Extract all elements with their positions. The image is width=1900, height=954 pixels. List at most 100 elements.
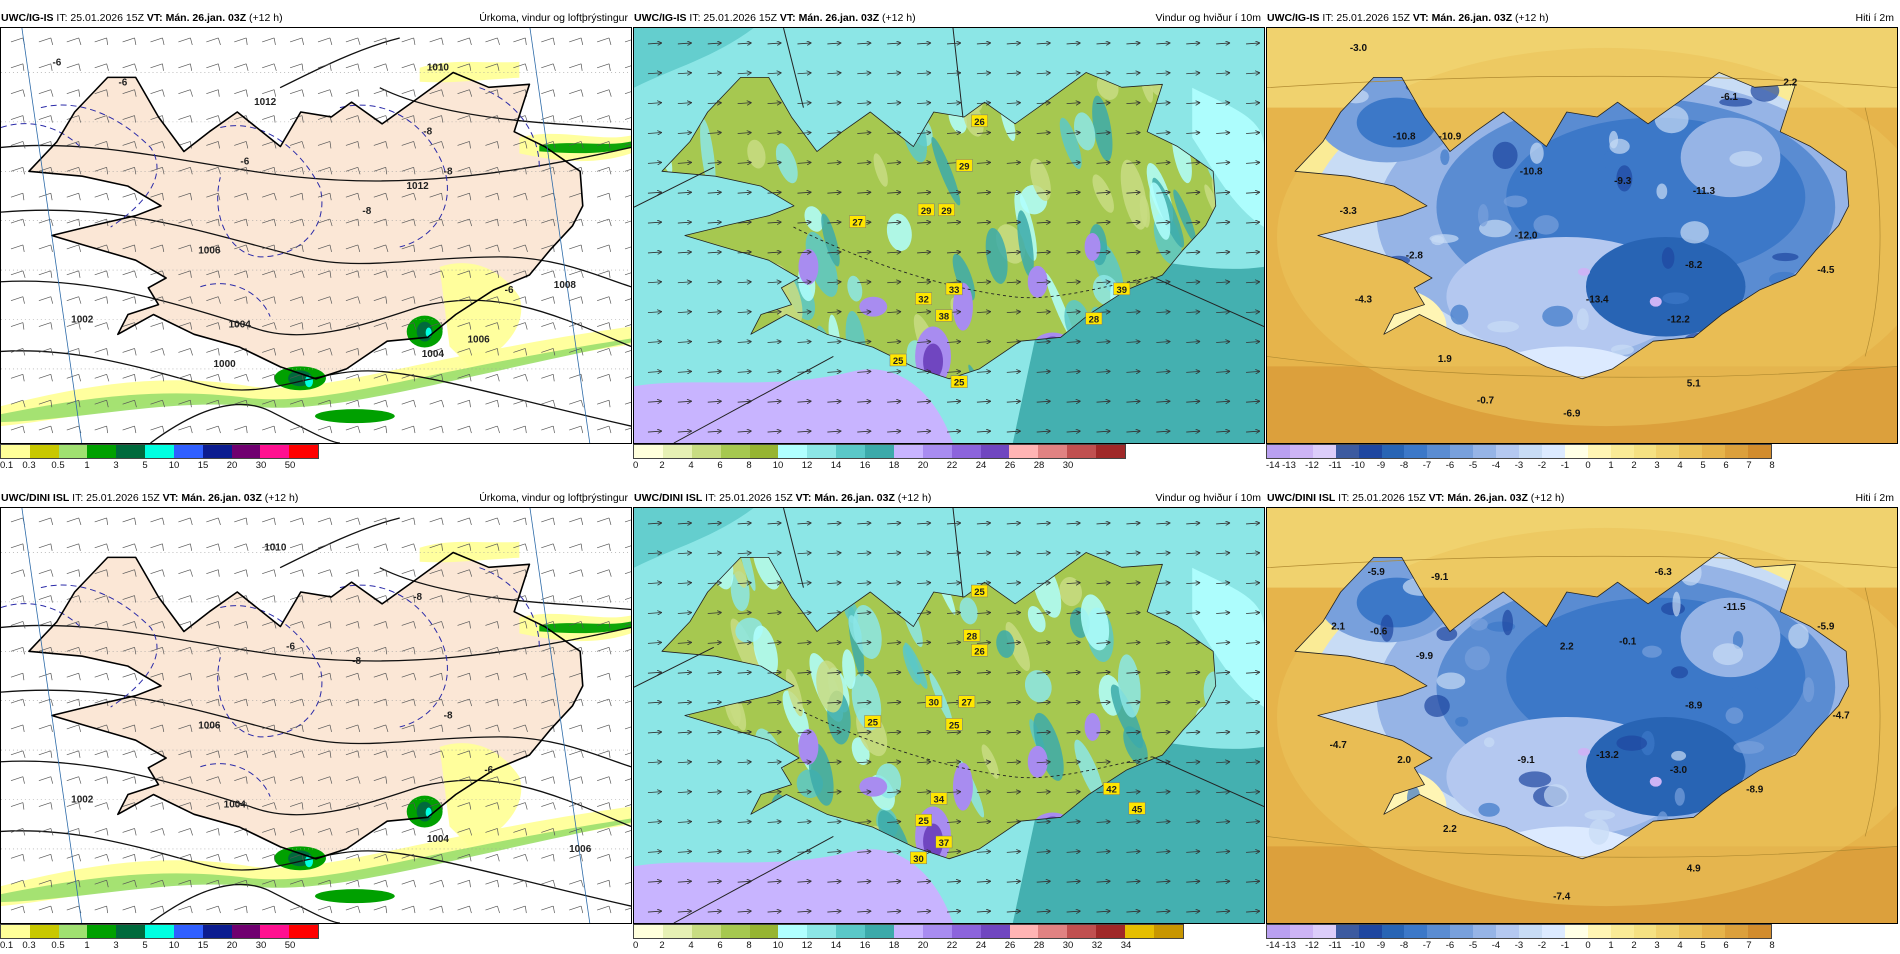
temperature-label: -5.9 — [1817, 622, 1835, 633]
gust-label: 27 — [958, 695, 976, 709]
colorbar-tick-label: -6 — [1445, 460, 1455, 471]
gust-label: 30 — [910, 851, 927, 865]
colorbar-swatch — [1679, 925, 1703, 938]
temperature-label: -8.9 — [1746, 785, 1764, 796]
colorbar-swatch — [260, 925, 290, 938]
svg-text:-3.0: -3.0 — [1350, 43, 1368, 54]
gust-label: 45 — [1128, 802, 1146, 815]
gust-label: 32 — [915, 292, 933, 306]
colorbar-tick-label: -14 — [1266, 460, 1280, 471]
colorbar-swatch — [173, 445, 203, 458]
svg-text:1004: 1004 — [427, 834, 450, 845]
contour-label: -8 — [444, 710, 453, 721]
precip-band — [419, 541, 520, 563]
contour-label: -6 — [505, 285, 514, 296]
svg-text:1004: 1004 — [224, 799, 247, 810]
colorbar-tick-label: -5 — [1468, 940, 1478, 951]
colorbar-swatch — [1656, 445, 1680, 458]
colorbar-swatch — [1038, 925, 1068, 938]
valid-time: VT: Mán. 26.jan. 03Z — [779, 12, 880, 24]
colorbar-swatch — [145, 925, 174, 938]
gust-label: 39 — [1113, 282, 1131, 296]
svg-text:-0.6: -0.6 — [1370, 626, 1388, 637]
contour-label: -6 — [484, 765, 493, 776]
colorbar-tick-label: 4 — [1677, 460, 1683, 471]
coastline — [1294, 72, 1850, 380]
svg-text:45: 45 — [1132, 804, 1143, 815]
colorbar-tick-label: 26 — [1004, 460, 1016, 471]
colorbar-tick-label: 0.1 — [0, 460, 14, 471]
temperature-contour — [217, 125, 323, 258]
lead-time: (+12 h) — [1530, 492, 1565, 504]
isobar — [150, 403, 340, 443]
colorbar-swatch — [231, 925, 261, 938]
colorbar-swatch — [1358, 925, 1382, 938]
forecast-panel: UWC/IG-IS IT: 25.01.2026 15Z VT: Mán. 26… — [0, 9, 632, 474]
isobar — [1, 689, 631, 768]
svg-text:-5.9: -5.9 — [1817, 622, 1835, 633]
gust-label: 25 — [915, 813, 933, 827]
colorbar-tick-label: 1 — [1608, 940, 1614, 951]
colorbar-swatch — [29, 445, 59, 458]
temperature-map: -5.9 -9.1 -6.3 -11.5 -5.9 2.1 -0.6 2.2 -0.1 -9.9 -… — [1266, 507, 1898, 924]
svg-text:2.2: 2.2 — [1560, 641, 1574, 652]
valid-time: VT: Mán. 26.jan. 03Z — [146, 12, 247, 24]
colorbar-swatch — [1610, 445, 1634, 458]
colorbar-swatch — [1335, 445, 1359, 458]
colorbar-tick-label: -11 — [1328, 460, 1342, 471]
valid-time: VT: Mán. 26.jan. 03Z — [1428, 492, 1528, 504]
colorbar-swatch — [807, 925, 837, 938]
colorbar-swatch — [173, 925, 203, 938]
colorbar — [0, 924, 319, 939]
colorbar — [633, 444, 1126, 459]
colorbar — [1266, 444, 1772, 459]
colorbar-swatch — [922, 925, 952, 938]
colorbar-tick-label: 20 — [226, 460, 238, 471]
svg-text:-6: -6 — [484, 765, 493, 776]
contour-label: 1006 — [198, 720, 221, 731]
gust-label: 29 — [938, 203, 955, 217]
colorbar-tick-label: -4 — [1491, 460, 1501, 471]
contour-label: 1010 — [264, 543, 287, 554]
colorbar-tick-label: 20 — [917, 460, 929, 471]
temperature-label: 1.9 — [1438, 354, 1452, 365]
svg-text:2.0: 2.0 — [1397, 755, 1411, 766]
svg-text:1010: 1010 — [427, 63, 450, 74]
colorbar-tick-label: -9 — [1376, 460, 1386, 471]
colorbar-tick-label: 3 — [1654, 940, 1660, 951]
svg-text:-10.9: -10.9 — [1439, 132, 1462, 143]
colorbar-tick-label: 28 — [1033, 460, 1045, 471]
colorbar-swatch — [1564, 925, 1588, 938]
colorbar-swatch — [1312, 925, 1336, 938]
wind-barbs — [10, 517, 631, 914]
colorbar-swatch — [951, 925, 981, 938]
svg-text:4.9: 4.9 — [1687, 864, 1701, 875]
colorbar-swatch — [1541, 925, 1565, 938]
svg-text:1.9: 1.9 — [1438, 354, 1452, 365]
svg-text:-6: -6 — [286, 641, 295, 652]
colorbar-ticks: 0 2 4 6 8 10 12 14 16 18 20 22 24 26 28 30 32 34 — [633, 940, 1184, 952]
panel-header: UWC/DINI ISL IT: 25.01.2026 15Z VT: Mán.… — [633, 489, 1265, 507]
svg-text:1004: 1004 — [422, 349, 445, 360]
precip-map: -6 -6 1010 1012 1012 -8 -8 -8 -6 1006 1002 1004 1006… — [0, 27, 632, 444]
strong-wind-zone — [634, 369, 953, 443]
svg-text:30: 30 — [913, 854, 924, 865]
contour-label: 1012 — [406, 181, 429, 192]
colorbar-tick-label: 24 — [975, 940, 987, 951]
panel-header: UWC/IG-IS IT: 25.01.2026 15Z VT: Mán. 26… — [1266, 9, 1898, 27]
colorbar-swatch — [1381, 445, 1405, 458]
svg-text:-9.1: -9.1 — [1517, 755, 1535, 766]
colorbar-swatch — [1725, 925, 1749, 938]
wind-barbs — [10, 37, 631, 434]
colorbar-swatch — [1009, 925, 1039, 938]
svg-text:25: 25 — [949, 720, 960, 731]
svg-text:2.2: 2.2 — [1783, 77, 1797, 88]
svg-text:-6: -6 — [240, 156, 249, 167]
temperature-label: -10.9 — [1439, 132, 1462, 143]
temperature-label: -4.7 — [1832, 710, 1850, 721]
colorbar-swatch — [1267, 925, 1290, 938]
temperature-label: -9.3 — [1614, 176, 1632, 187]
colorbar-tick-label: -2 — [1537, 940, 1547, 951]
colorbar-swatch — [29, 925, 59, 938]
temperature-label: -12.0 — [1515, 230, 1538, 241]
